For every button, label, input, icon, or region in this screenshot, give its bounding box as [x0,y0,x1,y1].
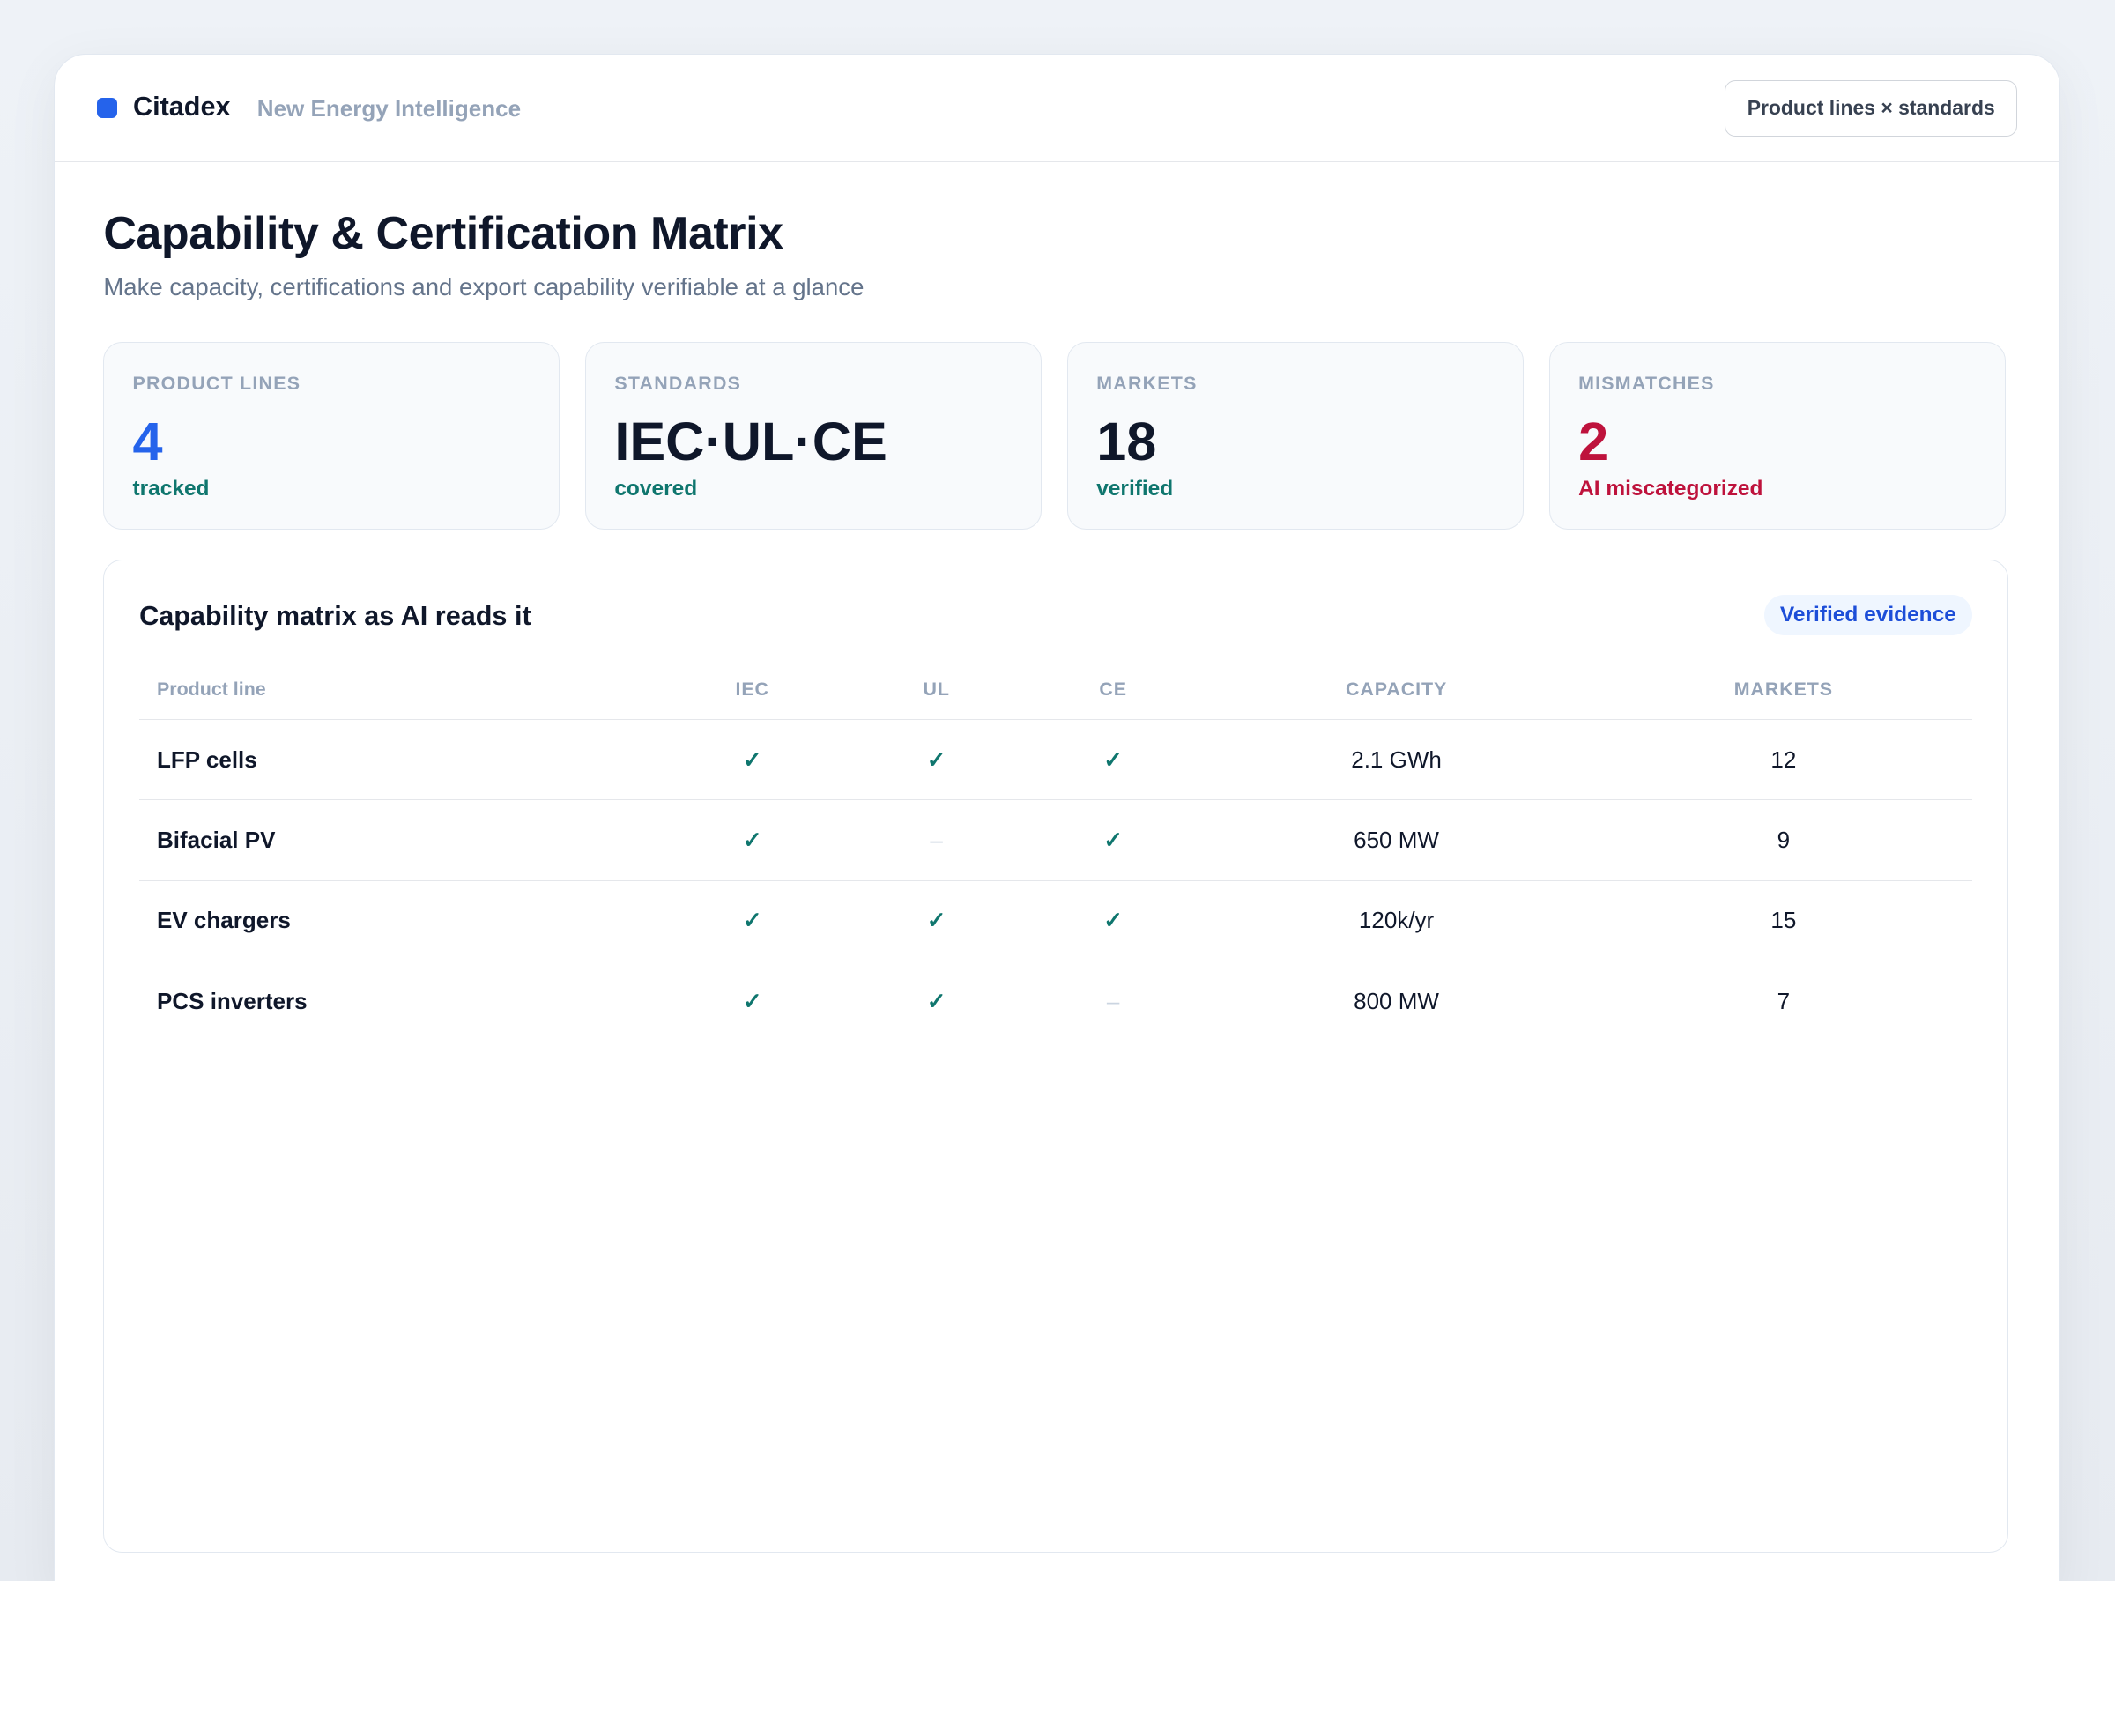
matrix-panel: Capability matrix as AI reads it Verifie… [103,559,2008,1553]
column-header: CAPACITY [1198,659,1595,721]
table-cell: ✓ [844,880,1028,962]
matrix-table: Product line IEC UL CE CAPACITY MARKETS LFP c… [139,659,1973,1042]
column-header: IEC [659,659,845,721]
stat-value: IEC·UL·CE [614,411,887,471]
table-row: LFP cells ✓ ✓ ✓ 2.1 GWh 12 [139,719,1973,801]
table-cell: ✓ [1028,880,1198,962]
table-cell: ✓ [659,719,845,801]
column-header: UL [844,659,1028,721]
product-name: Bifacial PV [139,799,660,881]
table-cell: 800 MW [1354,987,1439,1014]
table-row: Bifacial PV ✓ – ✓ 650 MW 9 [139,799,1973,881]
table-cell: 12 [1594,719,1973,801]
table-cell: ✓ [659,880,845,962]
stat-note: AI miscategorized [1578,476,1763,501]
table-cell: 7 [1777,987,1791,1014]
stat-card: Mismatches 2 AI miscategorized [1548,342,2006,530]
top-bar: Citadex New Energy Intelligence Product … [55,55,2059,163]
header-row: Product line IEC UL CE CAPACITY MARKETS [139,659,1973,721]
stat-value: 4 [132,411,163,471]
column-header: MARKETS [1594,659,1973,721]
stat-value: 18 [1096,411,1157,471]
app-window: Citadex New Energy Intelligence Product … [54,54,2060,1581]
page-title: Capability & Certification Matrix [103,208,783,260]
stat-card: Markets 18 verified [1067,342,1524,530]
table-row: EV chargers ✓ ✓ ✓ 120k/yr 15 [139,880,1973,962]
view-button[interactable]: Product lines × standards [1725,80,2018,137]
product-name: PCS inverters [156,987,308,1014]
table-cell: ✓ [844,719,1028,801]
badge: Verified evidence [1763,595,1973,636]
table-cell: ✓ [742,987,762,1014]
table-cell: ✓ [926,987,946,1014]
brand-logo [96,98,117,119]
stat-card: Product lines 4 tracked [103,342,560,530]
stat-label: Product lines [132,372,301,394]
table-cell: 120k/yr [1198,880,1595,962]
product-name: LFP cells [139,719,660,801]
table-body: LFP cells ✓ ✓ ✓ 2.1 GWh 12 Bifacial PV ✓ – ✓ 650 M… [139,719,1973,1042]
column-header: CE [1028,659,1198,721]
stat-note: covered [614,476,698,501]
brand-name: Citadex [132,91,231,122]
stat-note: tracked [132,476,210,501]
stat-label: Standards [614,372,742,394]
stat-label: Mismatches [1578,372,1715,394]
stat-cards: Product lines 4 tracked Standards IEC·UL·CE… [103,342,2006,530]
table-cell: – [844,799,1028,881]
table-cell: 15 [1594,880,1973,962]
table-cell: ✓ [1028,719,1198,801]
stat-note: verified [1096,476,1174,501]
stat-value: 2 [1578,411,1609,471]
table-cell: 9 [1594,799,1973,881]
stat-label: Markets [1096,372,1198,394]
column-header: Product line [139,659,660,721]
product-name: EV chargers [139,880,660,962]
panel-title: Capability matrix as AI reads it [139,600,531,631]
table-cell: ✓ [659,799,845,881]
brand-tagline: New Energy Intelligence [256,95,522,122]
table-cell: ✓ [1028,799,1198,881]
page-subtitle: Make capacity, certifications and export… [103,273,865,301]
background: Citadex New Energy Intelligence Product … [0,0,2115,1581]
table-row: PCS inverters ✓ ✓ – 800 MW 7 [139,961,1972,1042]
table-cell: 2.1 GWh [1198,719,1595,801]
table-cell: – [1106,987,1120,1014]
stat-card: Standards IEC·UL·CE covered [585,342,1042,530]
table-cell: 650 MW [1198,799,1595,881]
